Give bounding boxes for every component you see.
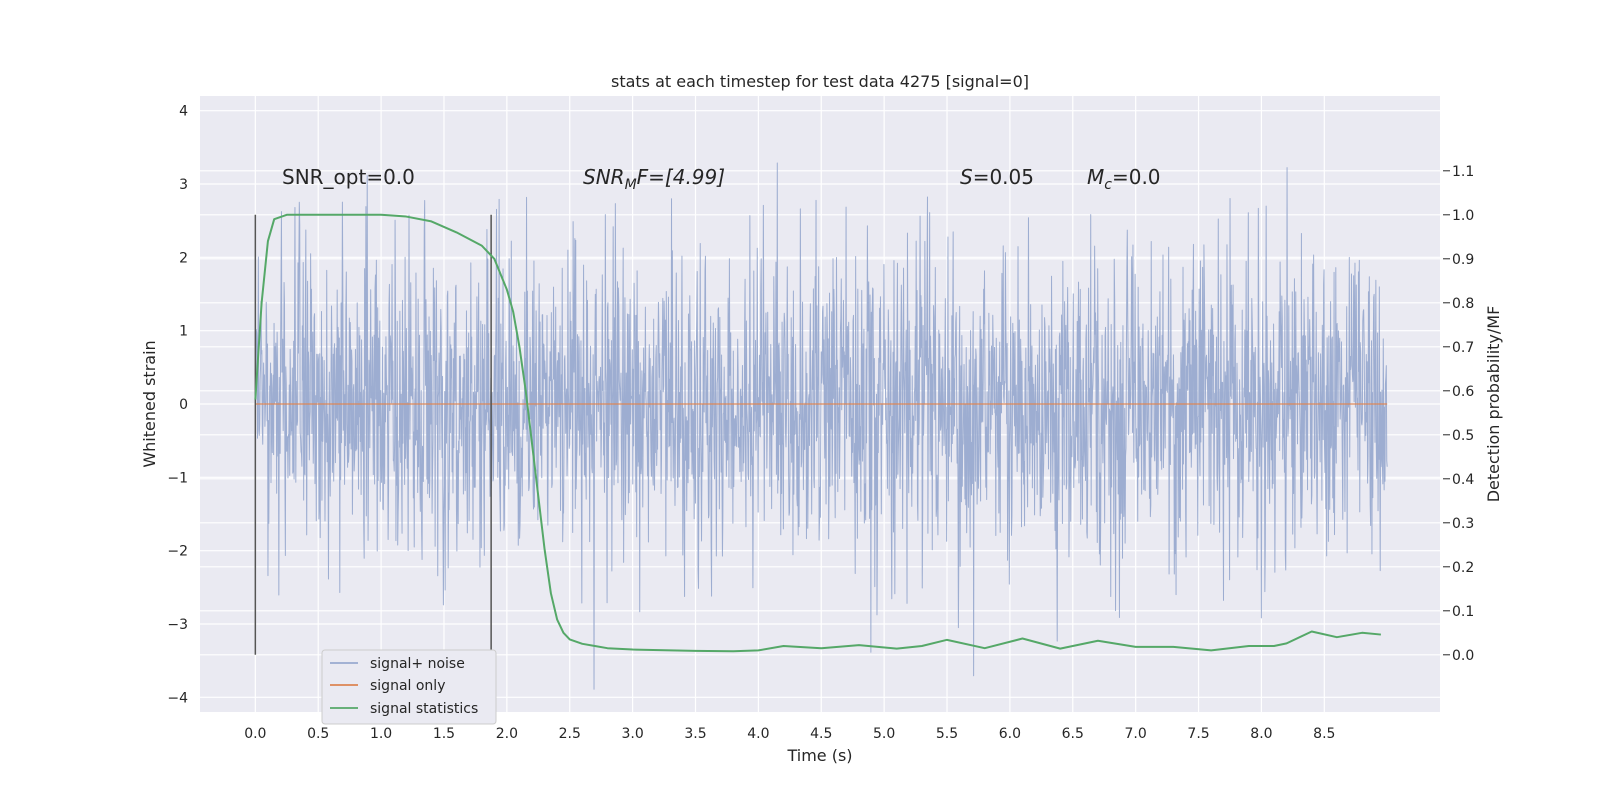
- y-right-tick-label: 0.6: [1452, 384, 1474, 400]
- x-tick-label: 8.0: [1250, 726, 1272, 742]
- signal-noise-series: [254, 162, 1388, 690]
- axis-ticks: 0.0 0.5 1.0 1.5 2.0 2.5 3.0 3.5 4.0 4.5 5.0 5.5 6.0 6…: [167, 104, 1474, 742]
- y-right-tick-label: 0.5: [1452, 428, 1474, 444]
- x-tick-label: 1.5: [433, 726, 455, 742]
- y-tick-label: 2: [179, 250, 188, 266]
- snr-mf-tail: F=[4.99]: [637, 165, 725, 189]
- mc-sub: c: [1104, 177, 1112, 193]
- snr-mf-sub: M: [625, 177, 637, 193]
- legend-label-signal-noise: signal+ noise: [370, 656, 465, 672]
- y-tick-label: 1: [179, 324, 188, 340]
- x-tick-label: 6.0: [999, 726, 1021, 742]
- chart-title: stats at each timestep for test data 427…: [611, 72, 1029, 91]
- x-tick-label: 3.5: [684, 726, 706, 742]
- y-right-tick-label: 0.0: [1452, 648, 1474, 664]
- overlay-series: [254, 213, 1388, 655]
- y-tick-label: −2: [167, 544, 188, 560]
- x-tick-label: 8.5: [1313, 726, 1335, 742]
- snr-mf-annotation: SNRMF=[4.99]: [583, 165, 725, 193]
- signal-noise-line: [254, 162, 1388, 690]
- x-tick-label: 4.5: [810, 726, 832, 742]
- signal-statistics-line: [254, 213, 1381, 653]
- snr-opt-annotation: SNR_opt=0.0: [282, 165, 415, 189]
- legend-label-signal-only: signal only: [370, 678, 445, 694]
- legend: signal+ noise signal only signal statist…: [321, 649, 497, 725]
- y-right-tick-label: 0.9: [1452, 252, 1474, 268]
- x-tick-label: 4.0: [747, 726, 769, 742]
- y-axis-right-label: Detection probability/MF: [1484, 306, 1503, 503]
- x-axis-label: Time (s): [786, 746, 852, 765]
- y-right-tick-label: 0.4: [1452, 472, 1474, 488]
- y-tick-label: 0: [179, 397, 188, 413]
- y-right-tick-label: 0.7: [1452, 340, 1474, 356]
- s-annotation: S=0.05: [960, 165, 1034, 189]
- y-right-tick-label: 1.1: [1452, 164, 1474, 180]
- x-tick-label: 1.0: [370, 726, 392, 742]
- mc-main: M: [1087, 165, 1104, 189]
- y-axis-label: Whitened strain: [140, 340, 159, 467]
- x-tick-label: 7.5: [1187, 726, 1209, 742]
- s-tail: =0.05: [973, 165, 1034, 189]
- y-right-tick-label: 1.0: [1452, 208, 1474, 224]
- y-tick-label: 4: [179, 104, 188, 120]
- mc-tail: =0.0: [1112, 165, 1161, 189]
- y-tick-label: −4: [167, 690, 188, 706]
- x-tick-label: 2.5: [559, 726, 581, 742]
- x-tick-label: 0.5: [307, 726, 329, 742]
- annotations: SNR_opt=0.0 SNRMF=[4.99] S=0.05 Mc=0.0: [282, 165, 1161, 193]
- y-right-tick-label: 0.1: [1452, 604, 1474, 620]
- x-tick-label: 3.0: [621, 726, 643, 742]
- x-tick-label: 5.0: [873, 726, 895, 742]
- y-right-tick-label: 0.2: [1452, 560, 1474, 576]
- legend-label-signal-statistics: signal statistics: [370, 701, 478, 717]
- y-right-tick-label: 0.8: [1452, 296, 1474, 312]
- y-tick-label: −3: [167, 617, 188, 633]
- x-tick-label: 5.5: [936, 726, 958, 742]
- mc-annotation: Mc=0.0: [1087, 165, 1161, 193]
- y-tick-label: 3: [179, 177, 188, 193]
- s-main: S: [960, 165, 973, 189]
- x-tick-label: 7.0: [1125, 726, 1147, 742]
- x-tick-label: 6.5: [1062, 726, 1084, 742]
- x-tick-label: 2.0: [496, 726, 518, 742]
- y-right-tick-label: 0.3: [1452, 516, 1474, 532]
- legend-box: [321, 649, 497, 725]
- x-tick-label: 0.0: [244, 726, 266, 742]
- y-tick-label: −1: [167, 470, 188, 486]
- snr-mf-main: SNR: [583, 165, 625, 189]
